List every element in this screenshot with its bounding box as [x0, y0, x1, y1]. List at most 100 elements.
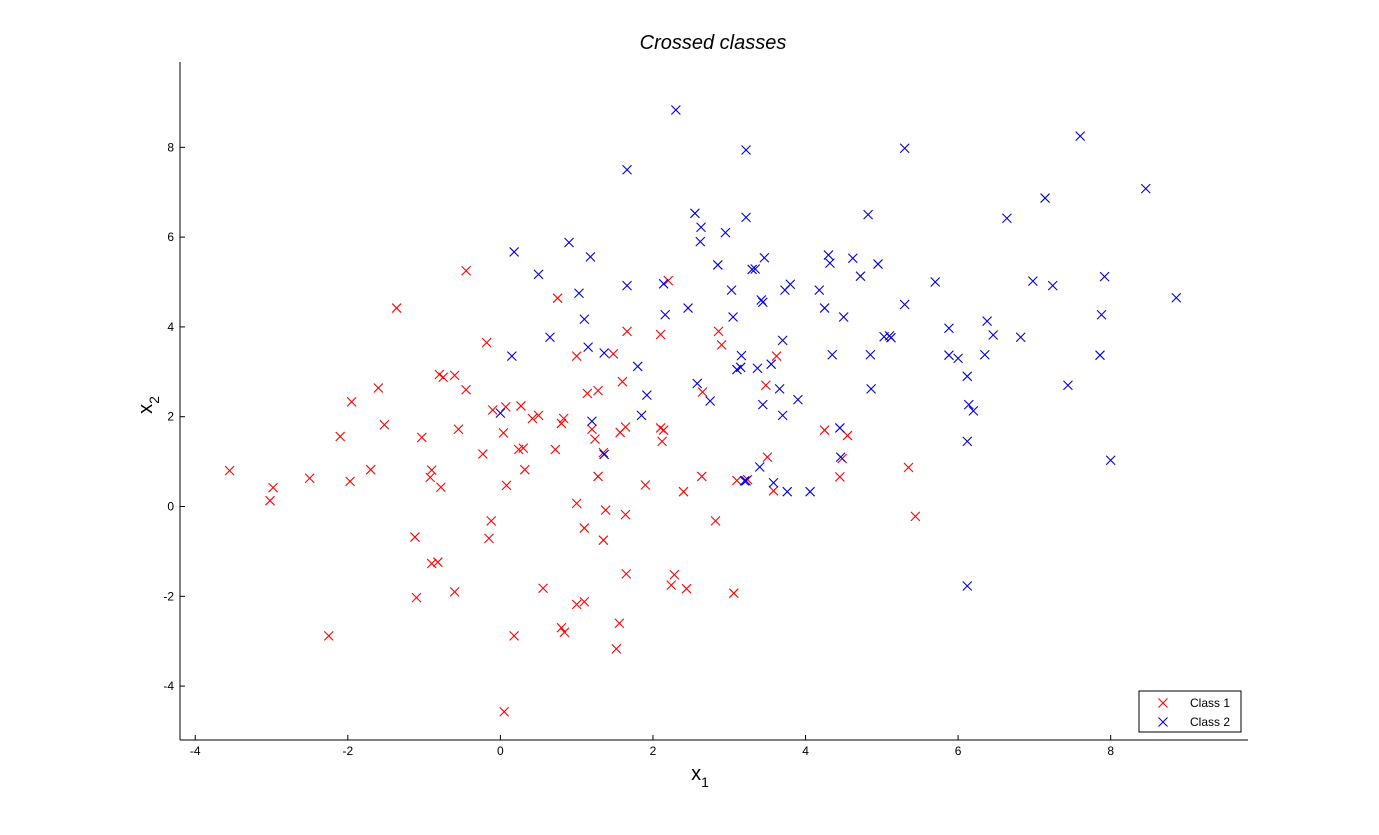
data-point-class-1	[728, 588, 739, 599]
data-point-class-2	[1099, 271, 1110, 282]
series-class-1	[224, 265, 921, 717]
data-point-class-2	[696, 222, 706, 233]
data-point-class-1	[556, 622, 567, 633]
data-point-class-2	[683, 303, 693, 313]
data-point-class-2	[865, 349, 876, 360]
data-point-class-2	[979, 349, 990, 360]
data-point-class-2	[1171, 292, 1182, 303]
data-point-class-1	[550, 444, 561, 455]
data-point-class-1	[559, 627, 570, 638]
data-point-class-2	[838, 312, 849, 322]
data-point-class-2	[759, 252, 770, 263]
data-point-class-2	[1095, 350, 1105, 361]
data-point-class-1	[598, 447, 609, 458]
data-point-class-2	[587, 416, 597, 427]
data-point-class-1	[669, 569, 680, 580]
data-point-class-2	[873, 259, 883, 269]
data-point-class-1	[432, 557, 443, 568]
data-point-class-1	[527, 413, 538, 424]
data-point-class-1	[224, 465, 235, 476]
data-point-class-2	[1140, 183, 1151, 194]
data-point-class-1	[598, 535, 609, 546]
data-point-class-1	[579, 596, 590, 607]
data-point-class-1	[461, 265, 471, 276]
data-point-class-2	[899, 143, 910, 154]
data-point-class-1	[697, 387, 708, 397]
data-point-class-1	[501, 480, 512, 491]
data-point-class-1	[571, 351, 582, 361]
data-point-class-2	[636, 410, 647, 421]
data-point-class-2	[930, 277, 941, 287]
data-point-class-2	[982, 316, 992, 326]
y-axis-label: x2	[135, 396, 162, 414]
data-point-class-1	[655, 329, 666, 340]
data-point-class-2	[863, 209, 873, 220]
data-point-class-1	[410, 532, 420, 542]
data-point-class-1	[453, 424, 464, 435]
data-point-class-1	[487, 405, 498, 415]
data-point-class-2	[944, 350, 954, 361]
data-point-class-2	[777, 335, 788, 346]
data-point-class-1	[484, 533, 494, 544]
data-point-class-1	[486, 515, 497, 526]
data-point-class-2	[1063, 380, 1073, 391]
data-point-class-2	[1002, 213, 1012, 224]
data-point-class-1	[519, 464, 530, 475]
data-point-class-1	[622, 326, 632, 337]
data-point-class-1	[666, 580, 677, 590]
data-point-class-1	[552, 293, 563, 304]
data-point-class-1	[696, 471, 707, 482]
data-point-class-2	[777, 410, 788, 421]
data-point-class-1	[379, 419, 390, 430]
data-point-class-1	[556, 418, 567, 429]
data-point-class-1	[373, 383, 384, 393]
data-point-class-1	[438, 372, 449, 383]
data-point-class-1	[499, 706, 510, 717]
data-point-class-2	[545, 332, 555, 343]
x-tick-label: 0	[497, 744, 504, 758]
data-point-class-1	[681, 583, 692, 594]
data-point-class-2	[866, 383, 877, 394]
data-point-class-2	[585, 251, 596, 262]
data-point-class-2	[953, 353, 964, 364]
data-point-class-2	[827, 349, 838, 360]
data-point-class-2	[988, 330, 999, 340]
legend-x-marker-class-2	[1158, 717, 1168, 727]
data-point-class-2	[962, 371, 973, 382]
data-point-class-1	[593, 385, 603, 396]
data-point-class-2	[574, 288, 584, 299]
data-point-class-1	[268, 482, 278, 493]
data-point-class-1	[760, 380, 771, 391]
data-point-class-1	[346, 397, 357, 407]
data-point-class-1	[500, 401, 511, 412]
data-point-class-1	[621, 568, 632, 579]
series-class-2	[495, 105, 1182, 591]
y-axis-label-subscript: 2	[146, 396, 162, 404]
legend-label-class-2: Class 2	[1190, 715, 1230, 729]
data-point-class-1	[335, 431, 346, 442]
y-tick-label: 6	[167, 230, 174, 244]
data-point-class-2	[695, 236, 706, 247]
legend-marker-class-2	[1158, 717, 1168, 727]
y-tick-label: -4	[163, 679, 174, 693]
data-point-class-2	[736, 350, 747, 361]
data-point-class-1	[558, 413, 569, 424]
data-point-class-2	[747, 264, 758, 275]
data-point-class-2	[599, 348, 610, 358]
data-point-class-2	[495, 408, 506, 419]
data-point-class-2	[825, 258, 835, 269]
data-point-class-1	[516, 401, 526, 411]
data-point-class-1	[571, 498, 582, 509]
data-point-class-1	[762, 452, 773, 463]
data-point-class-1	[498, 427, 509, 438]
data-point-class-2	[814, 285, 825, 295]
legend-entry-class-1: Class 1	[1158, 696, 1230, 710]
data-point-class-1	[416, 432, 427, 443]
data-point-class-1	[587, 424, 597, 435]
data-point-class-2	[658, 278, 669, 289]
data-point-class-1	[716, 339, 727, 350]
x-ticks: -4 -2 0 2 4 6 8	[190, 735, 1114, 758]
legend-entry-class-2: Class 2	[1158, 715, 1230, 729]
data-point-class-2	[583, 342, 594, 353]
